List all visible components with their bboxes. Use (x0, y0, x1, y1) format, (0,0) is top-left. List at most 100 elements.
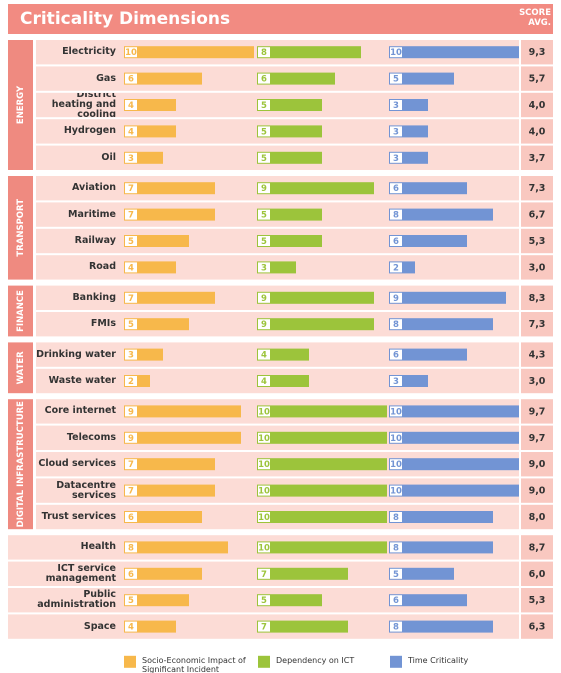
bar (389, 431, 519, 444)
group-label: FINANCE (16, 290, 26, 332)
score-label: 4,0 (529, 100, 546, 111)
value-badge (125, 542, 137, 553)
score-cell (521, 119, 553, 144)
value-label: 3 (393, 154, 399, 164)
bar (389, 567, 454, 580)
value-label: 10 (390, 460, 402, 470)
score-label: 9,0 (529, 486, 546, 497)
row-label-box: Space (84, 621, 116, 631)
value-label: 10 (390, 407, 402, 417)
value-badge (258, 47, 270, 58)
row-label: Railway (74, 234, 116, 246)
legend-swatch (124, 655, 136, 668)
bar (124, 318, 189, 331)
row-label: ICT service management (45, 562, 116, 584)
bar (257, 291, 374, 304)
row-label: Drinking water (36, 348, 116, 360)
bar (389, 208, 493, 221)
value-label: 8 (393, 320, 399, 330)
value-label: 7 (128, 487, 134, 497)
row-label-box: FMIs (91, 319, 116, 329)
value-badge (258, 236, 270, 246)
legend-label: Time Criticality (408, 655, 469, 665)
value-label: 10 (390, 487, 402, 497)
row-label: Electricity (62, 46, 116, 58)
bar (389, 620, 493, 633)
value-badge (258, 292, 270, 303)
value-label: 5 (128, 320, 134, 330)
score-label: 3,7 (529, 153, 546, 164)
value-badge (258, 542, 270, 553)
score-cell (521, 66, 553, 91)
group-label: DIGITAL INFRASTRUCTURE (16, 401, 26, 528)
bar (257, 125, 322, 138)
value-label: 5 (261, 596, 267, 606)
legend-swatch (390, 655, 402, 668)
row-label: Waste water (48, 374, 116, 386)
value-badge (390, 209, 402, 220)
legend-swatch (258, 655, 270, 668)
row-label-box: Maritime (68, 209, 116, 219)
bar (389, 594, 467, 607)
score-label: 6,0 (529, 569, 546, 580)
value-badge (390, 512, 402, 522)
score-cell (521, 561, 553, 586)
bar (389, 182, 467, 195)
legend-label-box: Socio-Economic Impact of Significant Inc… (142, 656, 246, 673)
value-label: 5 (393, 570, 399, 580)
group-band (8, 285, 33, 337)
value-label: 7 (128, 184, 134, 194)
bar (389, 125, 428, 138)
value-badge (258, 100, 270, 110)
bar (389, 46, 519, 59)
value-badge (258, 621, 270, 632)
bar (389, 235, 467, 247)
value-badge (390, 432, 402, 443)
value-label: 4 (128, 101, 134, 111)
score-header-box: SCORE AVG. (519, 8, 551, 28)
value-label: 10 (390, 48, 402, 58)
score-cell (521, 368, 553, 394)
score-label: 9,7 (529, 433, 546, 444)
value-badge (125, 349, 137, 360)
value-badge (258, 406, 270, 417)
row-label-box: Health (81, 542, 116, 552)
row-label-box: Road (89, 262, 116, 272)
bar (124, 594, 189, 607)
row-label: Hydrogen (63, 125, 116, 137)
value-label: 8 (393, 211, 399, 221)
bar (124, 46, 254, 59)
value-badge (125, 209, 137, 220)
value-badge (258, 126, 270, 137)
value-badge (125, 459, 137, 470)
chart-title: Criticality Dimensions (20, 9, 230, 29)
row-label: Datacentre services (56, 479, 116, 501)
bar (124, 567, 202, 580)
bar (389, 541, 493, 554)
group-label: WATER (16, 351, 26, 385)
group-band (8, 40, 33, 170)
bar (257, 208, 322, 221)
row-label-box: Gas (96, 73, 116, 83)
value-badge (258, 459, 270, 470)
value-label: 7 (261, 570, 267, 580)
row-label-box: Hydrogen (63, 125, 116, 137)
value-label: 2 (128, 377, 134, 387)
value-badge (125, 73, 137, 84)
row-label-box: Cloud services (38, 459, 116, 469)
bar (124, 511, 202, 523)
legend-label-box: Time Criticality (408, 655, 469, 665)
value-label: 7 (128, 211, 134, 221)
value-badge (390, 621, 402, 632)
value-label: 6 (128, 75, 134, 85)
value-badge (125, 595, 137, 606)
score-cell (521, 425, 553, 450)
row-label: Core internet (44, 405, 116, 417)
value-badge (390, 236, 402, 246)
value-label: 9 (261, 320, 267, 330)
row-label-box: Core internet (44, 405, 116, 417)
score-cell (521, 145, 553, 170)
value-badge (258, 152, 270, 163)
value-label: 6 (393, 237, 399, 247)
score-cell (521, 92, 553, 118)
